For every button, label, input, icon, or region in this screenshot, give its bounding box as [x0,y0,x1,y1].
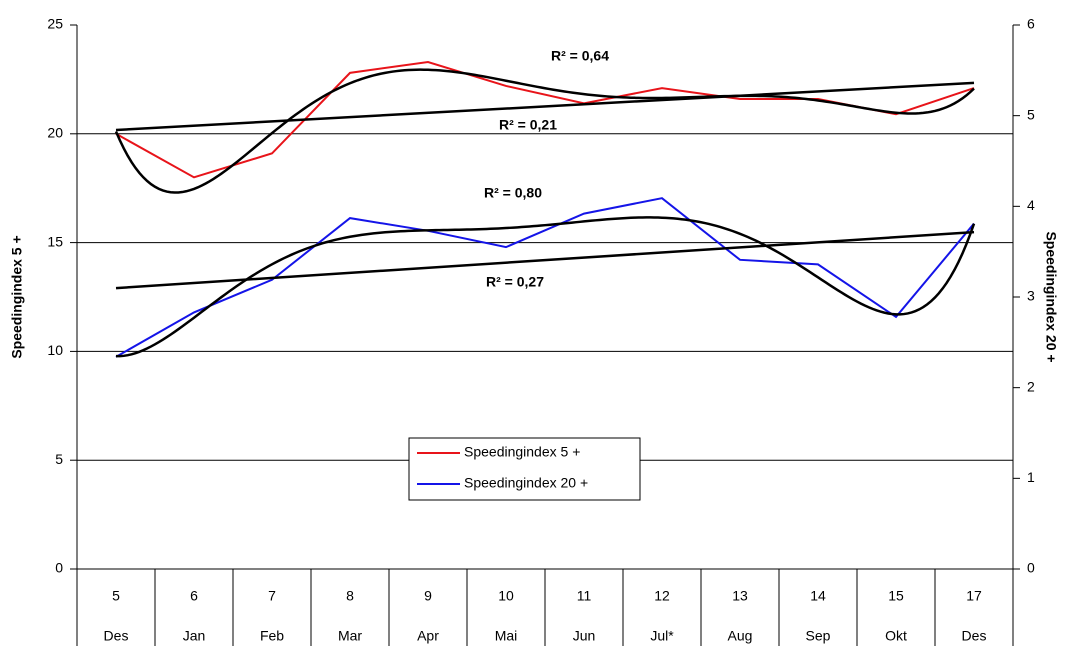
y-tick-label: 25 [47,16,63,32]
x-tick-label: 10 [498,588,514,604]
r-squared-label: R² = 0,64 [551,48,609,64]
x-period-label: Aug [728,628,753,644]
legend-label: Speedingindex 20 + [464,475,588,491]
linear-trendline [115,81,975,132]
x-tick-label: 13 [732,588,748,604]
x-tick-label: 15 [888,588,904,604]
x-period-label: Sep [806,628,831,644]
x-tick-label: 11 [577,588,592,604]
y-tick-label: 20 [47,125,63,141]
x-tick-label: 9 [424,588,432,604]
legend-label: Speedingindex 5 + [464,444,580,460]
x-period-label: Des [104,628,129,644]
y2-tick-label: 1 [1027,469,1035,485]
y2-tick-label: 3 [1027,288,1035,304]
y2-tick-label: 6 [1027,16,1035,32]
r-squared-label: R² = 0,80 [484,185,542,201]
x-period-label: Jan [183,628,206,644]
y2-tick-label: 5 [1027,106,1035,122]
x-period-label: Des [962,628,987,644]
x-tick-label: 17 [966,588,982,604]
polynomial-trendline [115,216,976,358]
x-period-label: Jul* [650,628,674,644]
y-tick-label: 5 [55,451,63,467]
legend: Speedingindex 5 + Speedingindex 20 + [408,437,641,501]
x-tick-label: 7 [268,588,276,604]
y-tick-label: 0 [55,560,63,576]
x-period-label: Mar [338,628,362,644]
x-period-label: Okt [885,628,907,644]
x-tick-label: 14 [810,588,826,604]
y2-tick-label: 4 [1027,197,1035,213]
x-tick-label: 5 [112,588,120,604]
y-tick-label: 10 [47,342,63,358]
x-period-label: Mai [495,628,518,644]
x-period-label: Feb [260,628,284,644]
legend-box [408,437,641,501]
x-period-label: Apr [417,628,439,644]
y2-axis-label: Speedingindex 20 + [1043,231,1059,362]
series-line [115,197,975,358]
y-tick-label: 15 [47,233,63,249]
linear-trendline [115,230,975,290]
x-tick-label: 12 [654,588,670,604]
r-squared-label: R² = 0,27 [486,274,544,290]
y-axis-label: Speedingindex 5 + [9,235,25,358]
r-squared-label: R² = 0,21 [499,117,557,133]
x-period-label: Jun [573,628,596,644]
x-tick-label: 8 [346,588,354,604]
polynomial-trendline [114,68,975,194]
x-tick-label: 6 [190,588,198,604]
y2-tick-label: 0 [1027,560,1035,576]
y2-tick-label: 2 [1027,378,1035,394]
